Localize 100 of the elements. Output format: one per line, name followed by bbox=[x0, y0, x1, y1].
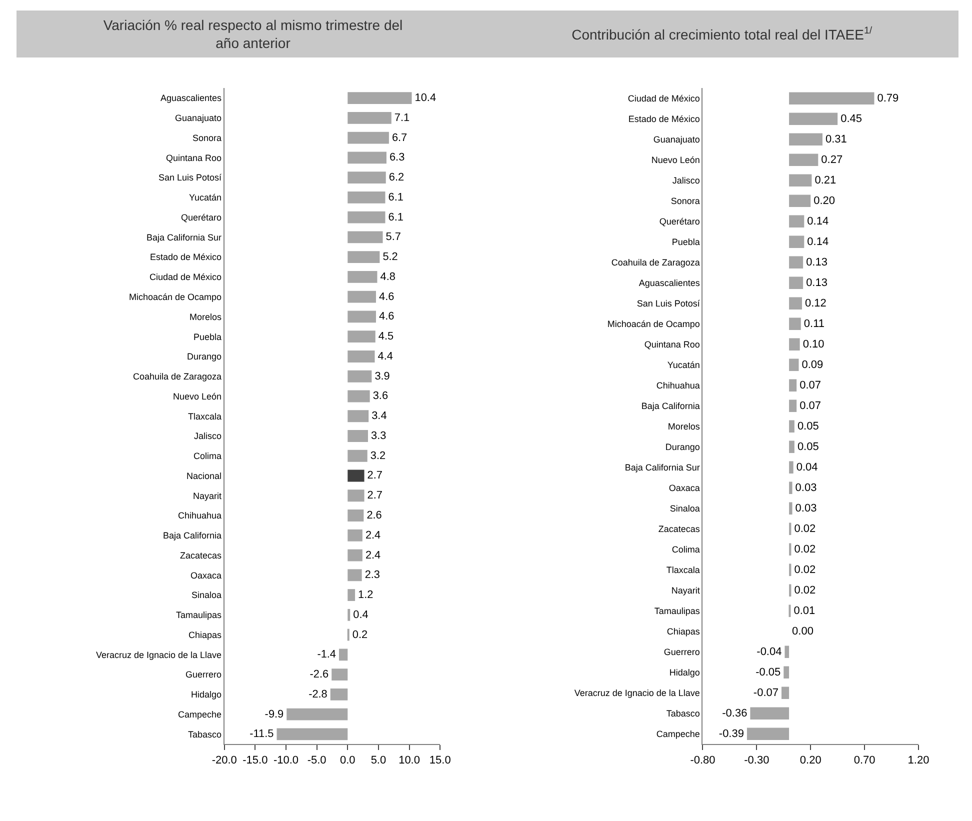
bar bbox=[789, 256, 804, 269]
y-tick-label: Nuevo León bbox=[173, 391, 222, 402]
x-tick-label: 0.70 bbox=[854, 754, 876, 766]
bar bbox=[789, 276, 804, 290]
bar bbox=[348, 112, 392, 124]
data-label: 2.7 bbox=[367, 470, 382, 482]
bar bbox=[789, 400, 797, 412]
bar bbox=[746, 728, 790, 740]
data-label: 4.6 bbox=[379, 310, 394, 323]
bar bbox=[789, 379, 797, 392]
data-label: 0.01 bbox=[794, 604, 816, 617]
y-tick-label: Sinaloa bbox=[670, 504, 700, 514]
bar bbox=[789, 318, 801, 330]
data-label: 0.14 bbox=[807, 215, 829, 228]
bar bbox=[789, 133, 822, 146]
y-tick-label: Campeche bbox=[178, 709, 222, 720]
data-label: 4.6 bbox=[379, 290, 394, 303]
y-tick-label: San Luis Potosí bbox=[158, 172, 222, 183]
data-label: -0.07 bbox=[753, 686, 778, 699]
bar bbox=[348, 132, 389, 144]
y-tick-label: Puebla bbox=[672, 237, 700, 248]
bar bbox=[348, 172, 386, 184]
y-tick-label: Zacatecas bbox=[658, 524, 700, 534]
y-tick-label: Coahuila de Zaragoza bbox=[132, 372, 222, 382]
y-tick-label: Oaxaca bbox=[668, 483, 700, 494]
y-tick-label: Ciudad de México bbox=[628, 94, 700, 104]
data-label: 6.1 bbox=[388, 191, 404, 204]
y-tick-label: Jalisco bbox=[672, 176, 700, 186]
bar bbox=[789, 92, 874, 104]
bar bbox=[339, 648, 348, 661]
data-label: 0.20 bbox=[814, 194, 836, 207]
y-tick-label: Guanajuato bbox=[653, 134, 700, 144]
bar bbox=[348, 569, 362, 582]
bar bbox=[348, 490, 364, 502]
bar bbox=[348, 271, 378, 283]
data-label: 0.04 bbox=[796, 461, 818, 474]
data-label: 10.4 bbox=[414, 92, 436, 104]
data-label: 5.2 bbox=[382, 251, 398, 264]
bar bbox=[781, 686, 790, 700]
y-tick-label: Estado de México bbox=[150, 252, 222, 262]
x-tick-label: -0.30 bbox=[744, 754, 770, 766]
y-tick-label: Nuevo León bbox=[651, 155, 700, 165]
x-tick-label: -10.0 bbox=[273, 754, 299, 766]
data-label: 3.6 bbox=[372, 390, 388, 402]
y-tick-label: Querétaro bbox=[659, 216, 700, 227]
bar bbox=[789, 358, 799, 372]
data-label: 0.09 bbox=[802, 358, 824, 371]
bar bbox=[348, 350, 375, 362]
y-tick-label: Chiapas bbox=[188, 630, 222, 640]
bar bbox=[276, 728, 348, 740]
data-label: 0.10 bbox=[802, 338, 824, 350]
bar bbox=[332, 668, 348, 681]
data-label: 0.02 bbox=[794, 584, 816, 596]
y-tick-label: Michoacán de Ocampo bbox=[128, 292, 222, 302]
bar bbox=[348, 211, 386, 224]
bar bbox=[348, 251, 380, 264]
bar bbox=[348, 370, 372, 382]
y-tick-label: Tlaxcala bbox=[188, 411, 222, 422]
chart-title: Variación % real respecto al mismo trimestre del año anterior bbox=[103, 16, 403, 52]
y-tick-label: Tamaulipas bbox=[176, 610, 222, 620]
bar bbox=[789, 194, 811, 208]
data-label: 0.14 bbox=[807, 236, 829, 248]
data-label: -11.5 bbox=[250, 728, 274, 740]
y-tick-label: Nayarit bbox=[671, 586, 700, 596]
y-tick-label: Guerrero bbox=[664, 647, 700, 658]
x-tick-label: 10.0 bbox=[398, 754, 420, 766]
data-label: 3.2 bbox=[370, 450, 386, 462]
data-label: 3.9 bbox=[374, 370, 390, 382]
y-tick-label: Baja California Sur bbox=[624, 462, 700, 473]
bar bbox=[348, 390, 370, 402]
y-tick-label: Jalisco bbox=[194, 431, 222, 442]
data-label: 7.1 bbox=[394, 112, 410, 124]
y-tick-label: Baja California Sur bbox=[146, 232, 222, 242]
data-label: 5.7 bbox=[386, 231, 401, 244]
bar bbox=[348, 330, 376, 343]
y-tick-label: Hidalgo bbox=[191, 690, 222, 700]
y-tick-label: San Luis Potosí bbox=[636, 298, 700, 309]
x-tick-label: -5.0 bbox=[307, 754, 326, 766]
y-tick-label: Durango bbox=[187, 352, 222, 362]
x-tick-label: 1.20 bbox=[908, 754, 930, 766]
bar bbox=[348, 410, 369, 422]
y-tick-label: Coahuila de Zaragoza bbox=[611, 258, 700, 268]
bar bbox=[348, 450, 368, 462]
y-tick-label: Puebla bbox=[194, 332, 222, 342]
data-label: 0.4 bbox=[353, 608, 368, 621]
y-tick-label: Zacatecas bbox=[180, 550, 222, 560]
data-label: 0.02 bbox=[794, 543, 816, 556]
data-label: 0.07 bbox=[800, 379, 822, 392]
y-tick-label: Baja California bbox=[163, 530, 222, 541]
bar bbox=[348, 529, 362, 542]
chart-title: Contribución al crecimiento total real del ITAEE$^{1/}$ bbox=[572, 26, 872, 42]
y-tick-label: Ciudad de México bbox=[150, 272, 222, 282]
bar bbox=[789, 297, 802, 310]
data-label: 0.45 bbox=[840, 112, 862, 125]
x-tick-label: -0.80 bbox=[690, 754, 716, 766]
y-tick-label: Tlaxcala bbox=[666, 565, 700, 576]
data-label: 4.8 bbox=[380, 270, 396, 283]
data-label: 0.03 bbox=[795, 482, 817, 494]
y-tick-label: Tabasco bbox=[188, 729, 222, 740]
bar bbox=[330, 688, 348, 700]
